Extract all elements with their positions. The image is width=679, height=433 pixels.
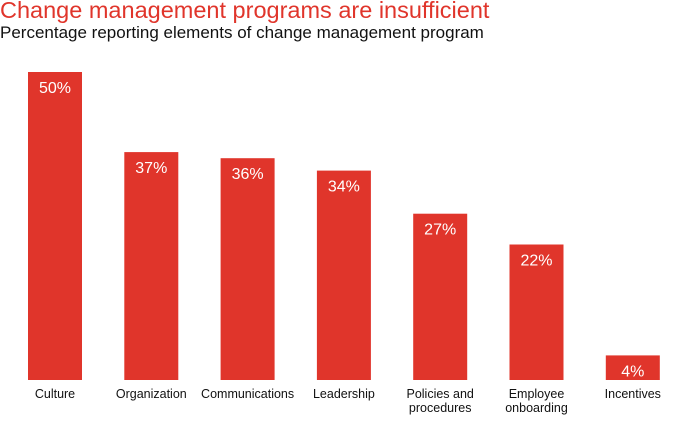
- category-label-6: Incentives: [605, 387, 661, 401]
- bar-3: [316, 170, 371, 380]
- category-label-3: Leadership: [313, 387, 375, 401]
- bar-2: [220, 158, 275, 380]
- bar-value-label-1: 37%: [135, 160, 167, 177]
- bar-value-label-4: 27%: [424, 222, 456, 239]
- category-label-0: Culture: [35, 387, 75, 401]
- category-label-4-line-1: procedures: [409, 401, 472, 415]
- category-label-1: Organization: [116, 387, 187, 401]
- bar-value-label-0: 50%: [39, 80, 71, 97]
- category-label-2: Communications: [201, 387, 294, 401]
- category-label-5-line-0: Employee: [509, 387, 565, 401]
- bar-4: [413, 213, 468, 380]
- bar-0: [28, 72, 82, 380]
- category-label-4-line-0: Policies and: [406, 387, 473, 401]
- bar-5: [509, 244, 564, 380]
- bar-value-label-2: 36%: [232, 166, 264, 183]
- bar-1: [124, 152, 179, 380]
- chart-subtitle: Percentage reporting elements of change …: [0, 23, 484, 42]
- chart-title: Change management programs are insuffici…: [0, 0, 490, 23]
- bar-value-label-5: 22%: [520, 253, 552, 270]
- bar-value-label-3: 34%: [328, 179, 360, 196]
- category-label-5-line-1: onboarding: [505, 401, 568, 415]
- bar-6: [605, 355, 660, 380]
- bar-value-label-6: 4%: [621, 363, 644, 380]
